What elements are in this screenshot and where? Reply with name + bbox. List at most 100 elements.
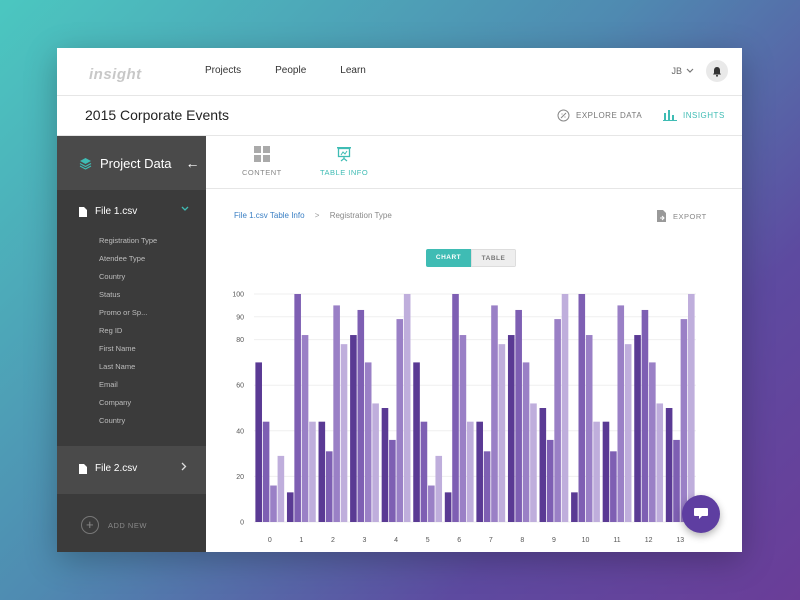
field-item[interactable]: Country — [99, 272, 126, 281]
x-tick-label: 13 — [676, 537, 684, 544]
bar — [491, 305, 498, 522]
field-item[interactable]: Company — [99, 398, 132, 407]
breadcrumb-link[interactable]: File 1.csv Table Info — [234, 211, 305, 220]
bar — [350, 335, 357, 522]
x-tick-label: 7 — [489, 537, 493, 544]
field-item[interactable]: Country — [99, 416, 126, 425]
bar — [372, 403, 379, 522]
bar — [617, 305, 625, 522]
tab-table-info[interactable]: TABLE INFO — [320, 146, 368, 177]
export-file-icon — [657, 210, 666, 222]
user-menu[interactable]: JB — [671, 66, 694, 76]
file-item-file1[interactable]: File 1.csv — [79, 206, 137, 217]
top-nav: insight Projects People Learn JB — [57, 48, 742, 96]
bar — [665, 408, 673, 522]
field-item[interactable]: Email — [99, 380, 118, 389]
field-item[interactable]: Last Name — [99, 362, 136, 371]
nav-learn[interactable]: Learn — [340, 65, 366, 76]
x-tick-label: 1 — [299, 537, 303, 544]
bar — [459, 335, 467, 522]
field-item[interactable]: Status — [99, 290, 121, 299]
bar — [301, 335, 309, 522]
field-item[interactable]: Reg ID — [99, 326, 123, 335]
y-tick-label: 20 — [236, 474, 244, 481]
tab-content[interactable]: CONTENT — [242, 146, 282, 177]
bar — [413, 362, 420, 522]
bar — [396, 319, 404, 522]
project-title: 2015 Corporate Events — [85, 107, 229, 123]
export-label: EXPORT — [673, 211, 707, 221]
x-tick-label: 2 — [331, 537, 335, 544]
x-tick-label: 12 — [645, 537, 653, 544]
explore-data-label: EXPLORE DATA — [576, 111, 643, 120]
explore-icon — [557, 109, 570, 122]
bar — [507, 335, 515, 522]
bar — [634, 335, 641, 522]
chat-button[interactable] — [682, 495, 720, 533]
x-tick-label: 11 — [613, 537, 620, 544]
collapse-arrow-icon[interactable]: ← — [185, 155, 200, 171]
chat-bubble-icon — [694, 508, 708, 519]
field-item[interactable]: Promo or Sp... — [99, 308, 148, 317]
x-tick-label: 9 — [552, 537, 556, 544]
sidebar-header: Project Data ← — [57, 136, 206, 190]
y-tick-label: 0 — [240, 520, 244, 527]
bar — [610, 451, 617, 522]
x-tick-label: 0 — [268, 537, 272, 544]
explore-data-button[interactable]: EXPLORE DATA — [557, 109, 642, 122]
bar — [649, 362, 656, 522]
bar — [255, 362, 262, 522]
bar — [554, 319, 561, 522]
bar — [277, 455, 285, 522]
bar — [262, 421, 270, 522]
bar — [318, 421, 326, 522]
bar — [483, 451, 491, 522]
bar — [641, 309, 649, 522]
field-item[interactable]: First Name — [99, 344, 136, 353]
bar — [333, 305, 340, 522]
logo[interactable]: insight — [89, 66, 142, 83]
plus-icon: + — [81, 516, 99, 534]
bar — [498, 344, 506, 522]
chart-toggle-button[interactable]: CHART — [426, 249, 471, 267]
insights-label: INSIGHTS — [683, 110, 725, 120]
field-item[interactable]: Atendee Type — [99, 254, 146, 263]
table-toggle-button[interactable]: TABLE — [471, 249, 516, 267]
sidebar-title: Project Data — [100, 155, 172, 171]
bar — [673, 439, 680, 522]
x-tick-label: 8 — [520, 537, 524, 544]
nav-projects[interactable]: Projects — [205, 65, 242, 76]
bar — [680, 319, 688, 522]
sidebar: Project Data ← File 1.csv Registration T… — [57, 136, 206, 552]
add-new-label: ADD NEW — [108, 520, 147, 530]
bell-icon — [713, 66, 721, 77]
view-toggle: CHART TABLE — [426, 249, 516, 267]
chevron-right-icon — [181, 462, 187, 471]
bar — [357, 309, 365, 522]
nav-people[interactable]: People — [275, 65, 307, 76]
file-icon — [79, 206, 87, 217]
bar — [656, 403, 664, 522]
export-button[interactable]: EXPORT — [657, 210, 707, 222]
bar — [428, 485, 435, 522]
bar — [452, 294, 459, 522]
chevron-down-icon[interactable] — [181, 206, 189, 212]
project-header: 2015 Corporate Events EXPLORE DATA INSIG… — [57, 96, 742, 136]
file2-label: File 2.csv — [95, 463, 138, 474]
add-new-button[interactable]: + ADD NEW — [81, 516, 147, 534]
bar — [602, 421, 610, 522]
bar — [403, 294, 411, 522]
bar — [270, 485, 277, 522]
insights-button[interactable]: INSIGHTS — [663, 109, 725, 121]
bar — [561, 294, 569, 522]
field-list: Registration Type Atendee Type Country S… — [99, 236, 157, 434]
y-tick-label: 80 — [236, 337, 244, 344]
x-tick-label: 5 — [426, 537, 430, 544]
field-item[interactable]: Registration Type — [99, 236, 158, 245]
bar — [294, 294, 301, 522]
notification-button[interactable] — [706, 60, 728, 82]
breadcrumb: File 1.csv Table Info > Registration Typ… — [234, 211, 392, 220]
bar-chart-icon — [663, 110, 677, 121]
file-item-file2[interactable]: File 2.csv — [57, 446, 206, 494]
